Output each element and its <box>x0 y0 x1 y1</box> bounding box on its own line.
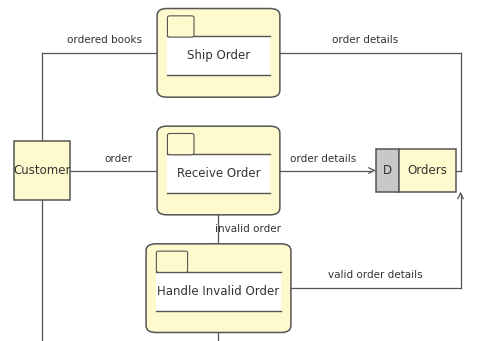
Bar <box>14 141 70 201</box>
FancyBboxPatch shape <box>156 251 188 272</box>
Bar <box>167 36 270 75</box>
Text: Customer: Customer <box>13 164 71 177</box>
Bar <box>399 149 456 192</box>
Bar <box>376 149 399 192</box>
FancyBboxPatch shape <box>167 133 194 155</box>
Text: Receive Order: Receive Order <box>177 167 260 180</box>
FancyBboxPatch shape <box>157 126 280 215</box>
Bar <box>156 272 281 311</box>
Text: valid order details: valid order details <box>328 269 423 280</box>
Text: D: D <box>383 164 392 177</box>
Text: order details: order details <box>290 153 356 164</box>
Bar <box>167 154 270 193</box>
Text: Orders: Orders <box>408 164 447 177</box>
Text: Handle Invalid Order: Handle Invalid Order <box>158 285 279 298</box>
Text: Ship Order: Ship Order <box>187 49 250 62</box>
Text: ordered books: ordered books <box>67 35 142 45</box>
FancyBboxPatch shape <box>157 9 280 97</box>
FancyBboxPatch shape <box>146 244 291 332</box>
Text: order: order <box>105 153 133 164</box>
FancyBboxPatch shape <box>167 16 194 37</box>
Text: invalid order: invalid order <box>215 224 281 234</box>
Text: order details: order details <box>332 35 398 45</box>
